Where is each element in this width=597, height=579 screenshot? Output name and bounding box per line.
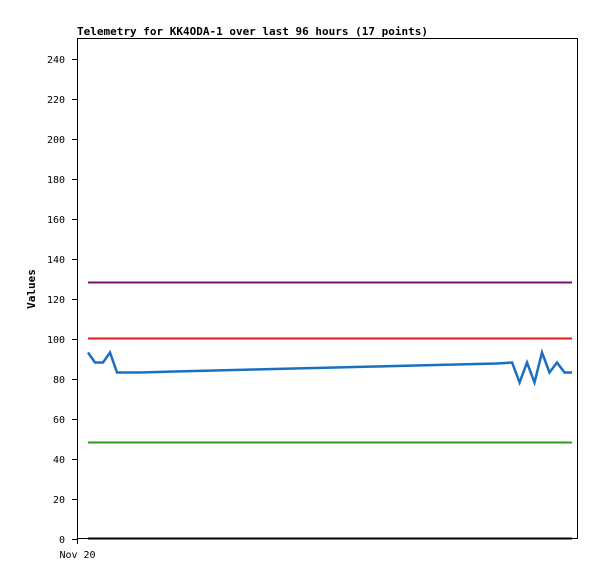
y-tick-label: 80: [53, 375, 65, 386]
y-tick-label: 40: [53, 455, 65, 466]
y-axis-label: Values: [25, 269, 38, 309]
y-tick-label: 120: [47, 295, 65, 306]
y-tick-label: 160: [47, 215, 65, 226]
chart-title: Telemetry for KK4ODA-1 over last 96 hour…: [77, 25, 428, 38]
y-tick-label: 60: [53, 415, 65, 426]
x-tick-label: Nov 20: [59, 550, 95, 561]
x-axis-ticks: Nov 20: [59, 538, 96, 561]
y-axis-ticks: 0 20 40 60 80 100 120 140 160 180 200 220 240: [47, 55, 78, 546]
plot-area: [77, 38, 578, 539]
y-tick-label: 20: [53, 495, 65, 506]
chart-series: [86, 281, 572, 540]
y-tick-label: 200: [47, 135, 65, 146]
y-tick-label: 140: [47, 255, 65, 266]
series-line-4: [86, 348, 572, 387]
y-tick-label: 220: [47, 95, 65, 106]
y-tick-label: 0: [59, 535, 65, 546]
y-tick-label: 180: [47, 175, 65, 186]
y-tick-label: 100: [47, 335, 65, 346]
y-tick-label: 240: [47, 55, 65, 66]
